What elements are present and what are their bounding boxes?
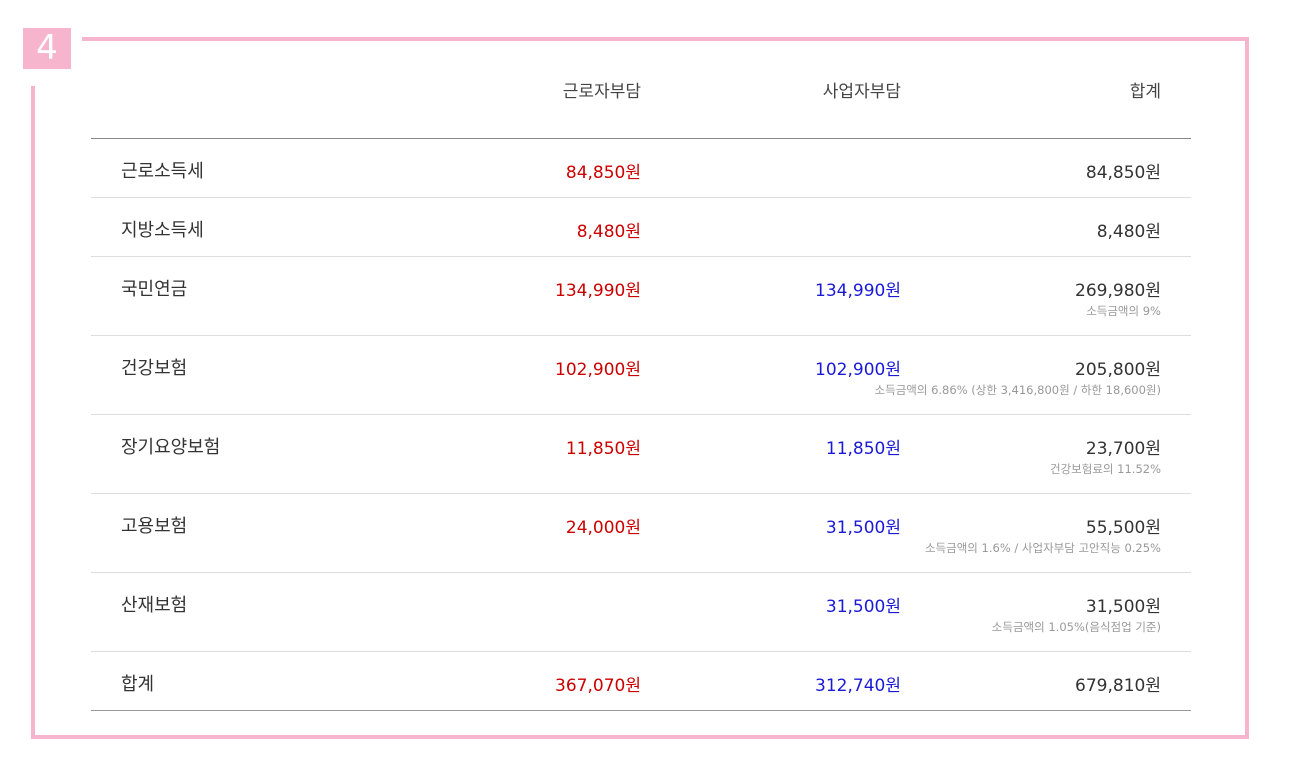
employee-amount: 134,990원 [555,281,641,301]
employee-amount: 8,480원 [576,222,641,242]
total-amount: 269,980원 [1075,281,1161,301]
table-row-employment-insurance: 고용보험 24,000원 31,500원 55,500원 소득금액의 1.6% … [91,494,1191,573]
total-amount: 679,810원 [1075,676,1161,696]
row-label: 고용보험 [121,516,188,537]
total-amount: 55,500원 [1085,518,1161,538]
rate-note: 소득금액의 1.05%(음식점업 기준) [991,620,1161,634]
total-amount: 205,800원 [1075,360,1161,380]
employer-amount: 31,500원 [825,597,901,617]
employer-amount: 102,900원 [815,360,901,380]
row-label: 근로소득세 [121,161,204,182]
employer-amount: 11,850원 [825,439,901,459]
table-header: 근로자부담 사업자부담 합계 [91,37,1191,139]
row-label: 건강보험 [121,358,188,379]
row-label: 지방소득세 [121,220,204,241]
table-row-industrial-accident: 산재보험 31,500원 31,500원 소득금액의 1.05%(음식점업 기준… [91,573,1191,652]
total-amount: 23,700원 [1085,439,1161,459]
table-row-income-tax: 근로소득세 84,850원 84,850원 [91,139,1191,198]
rate-note: 소득금액의 6.86% (상한 3,416,800원 / 하한 18,600원) [874,383,1161,397]
employee-amount: 84,850원 [565,163,641,183]
header-employer: 사업자부담 [822,82,901,102]
employer-amount: 312,740원 [815,676,901,696]
table-row-health-insurance: 건강보험 102,900원 102,900원 205,800원 소득금액의 6.… [91,336,1191,415]
deduction-table: 근로자부담 사업자부담 합계 근로소득세 84,850원 84,850원 지방소… [91,37,1191,711]
table-row-local-tax: 지방소득세 8,480원 8,480원 [91,198,1191,257]
section-number-badge: 4 [23,28,71,69]
header-total: 합계 [1129,82,1161,102]
employee-amount: 102,900원 [555,360,641,380]
rate-note: 건강보험료의 11.52% [1050,462,1161,476]
rate-note: 소득금액의 1.6% / 사업자부담 고안직능 0.25% [924,541,1161,555]
row-label: 합계 [121,674,155,695]
employee-amount: 24,000원 [565,518,641,538]
employee-amount: 11,850원 [565,439,641,459]
employer-amount: 31,500원 [825,518,901,538]
row-label: 국민연금 [121,279,188,300]
rate-note: 소득금액의 9% [1086,304,1161,318]
table-row-long-term-care: 장기요양보험 11,850원 11,850원 23,700원 건강보험료의 11… [91,415,1191,494]
section-frame [31,37,1249,739]
total-amount: 31,500원 [1085,597,1161,617]
employee-amount: 367,070원 [555,676,641,696]
total-amount: 8,480원 [1096,222,1161,242]
row-label: 산재보험 [121,595,188,616]
header-employee: 근로자부담 [562,82,641,102]
row-label: 장기요양보험 [121,437,221,458]
table-row-national-pension: 국민연금 134,990원 134,990원 269,980원 소득금액의 9% [91,257,1191,336]
table-row-total: 합계 367,070원 312,740원 679,810원 [91,652,1191,711]
employer-amount: 134,990원 [815,281,901,301]
total-amount: 84,850원 [1085,163,1161,183]
